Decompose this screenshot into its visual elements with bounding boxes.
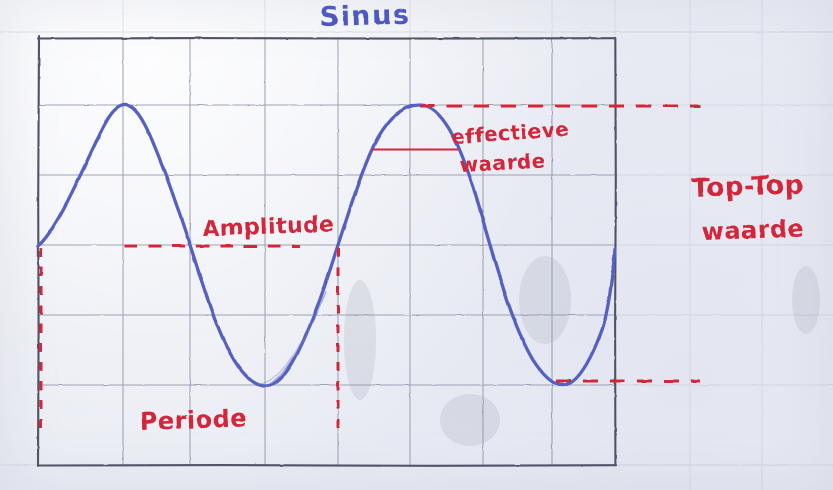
effective-value-level-line <box>372 146 459 153</box>
handwritten-labels: Amplitude Periode effectieve waarde Top-… <box>139 117 805 436</box>
label-effectieve-waarde-line2: waarde <box>459 149 546 177</box>
label-top-top-waarde-line2: waarde <box>701 214 805 246</box>
frame-left-axis <box>36 34 41 468</box>
axes-frame <box>36 34 618 468</box>
frame-bottom-axis <box>36 464 618 467</box>
label-top-top-waarde-line1: Top-Top <box>691 170 804 204</box>
pencil-smudges <box>344 256 820 446</box>
sine-curve-retrace <box>257 343 301 385</box>
label-amplitude: Amplitude <box>202 212 335 242</box>
pencil-grid <box>38 38 615 465</box>
sine-curve-retrace <box>265 291 327 387</box>
diagram-title-group: Sinus <box>319 0 410 33</box>
diagram-title: Sinus <box>319 0 410 33</box>
effective-value-line <box>372 146 459 153</box>
label-periode: Periode <box>139 404 247 436</box>
frame-top-edge <box>36 37 617 40</box>
